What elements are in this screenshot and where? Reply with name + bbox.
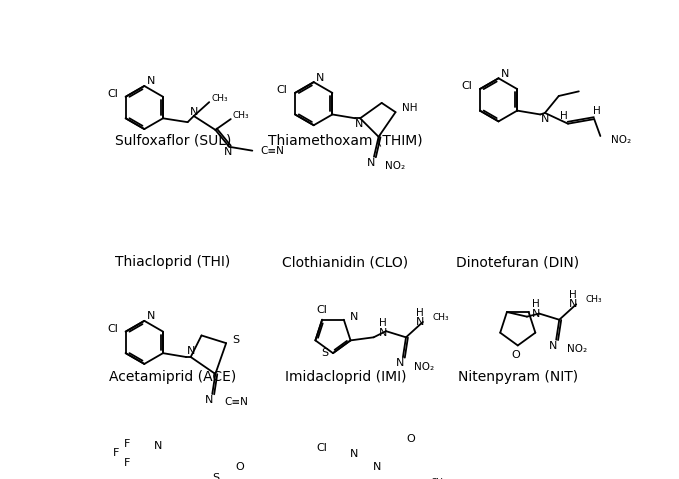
Text: CH₃: CH₃: [211, 94, 228, 103]
Text: Sulfoxaflor (SUL): Sulfoxaflor (SUL): [115, 134, 231, 148]
Text: H: H: [416, 308, 424, 318]
Text: CH₃: CH₃: [430, 478, 447, 479]
Text: C≡N: C≡N: [225, 397, 249, 407]
Text: S: S: [232, 335, 240, 345]
Text: NH: NH: [402, 103, 417, 113]
Text: N: N: [316, 72, 325, 82]
Text: CH₃: CH₃: [232, 111, 249, 120]
Text: N: N: [549, 341, 557, 351]
Text: N: N: [501, 68, 509, 79]
Text: N: N: [205, 395, 213, 405]
Text: NO₂: NO₂: [611, 135, 631, 145]
Text: Clothianidin (CLO): Clothianidin (CLO): [282, 255, 409, 269]
Text: N: N: [396, 358, 404, 368]
Text: CH₃: CH₃: [432, 313, 449, 322]
Text: N: N: [373, 462, 381, 472]
Text: S: S: [322, 348, 329, 358]
Text: O: O: [406, 434, 415, 444]
Text: Imidacloprid (IMI): Imidacloprid (IMI): [285, 369, 406, 384]
Text: F: F: [124, 457, 130, 468]
Text: N: N: [147, 311, 155, 321]
Text: H: H: [560, 111, 568, 121]
Text: N: N: [354, 119, 363, 129]
Text: N: N: [379, 328, 387, 338]
Text: N: N: [350, 312, 359, 322]
Text: N: N: [223, 147, 232, 157]
Text: Cl: Cl: [316, 443, 327, 453]
Text: O: O: [236, 462, 244, 472]
Text: N: N: [367, 158, 375, 168]
Text: N: N: [189, 107, 198, 117]
Text: Cl: Cl: [276, 85, 287, 95]
Text: N: N: [569, 299, 577, 309]
Text: F: F: [124, 439, 130, 449]
Text: CH₃: CH₃: [585, 295, 602, 304]
Text: N: N: [187, 346, 195, 356]
Text: Acetamiprid (ACE): Acetamiprid (ACE): [109, 369, 236, 384]
Text: Cl: Cl: [461, 81, 472, 91]
Text: N: N: [532, 308, 540, 319]
Text: N: N: [416, 317, 424, 327]
Text: N: N: [350, 449, 359, 459]
Text: Cl: Cl: [107, 323, 118, 333]
Text: NO₂: NO₂: [414, 362, 434, 372]
Text: Thiamethoxam (THIM): Thiamethoxam (THIM): [268, 134, 423, 148]
Text: Cl: Cl: [316, 306, 327, 316]
Text: C≡N: C≡N: [260, 146, 284, 156]
Text: N: N: [154, 441, 163, 451]
Text: Thiacloprid (THI): Thiacloprid (THI): [115, 255, 230, 269]
Text: H: H: [379, 319, 387, 329]
Text: S: S: [212, 473, 219, 479]
Text: NO₂: NO₂: [567, 344, 587, 354]
Text: F: F: [113, 448, 120, 458]
Text: H: H: [569, 290, 577, 300]
Text: Nitenpyram (NIT): Nitenpyram (NIT): [458, 369, 578, 384]
Text: Dinotefuran (DIN): Dinotefuran (DIN): [456, 255, 579, 269]
Text: N: N: [147, 76, 155, 86]
Text: H: H: [532, 299, 540, 309]
Text: Cl: Cl: [107, 89, 118, 99]
Text: NO₂: NO₂: [385, 161, 405, 171]
Text: H: H: [593, 106, 601, 116]
Text: O: O: [512, 350, 521, 360]
Text: N: N: [540, 114, 549, 124]
